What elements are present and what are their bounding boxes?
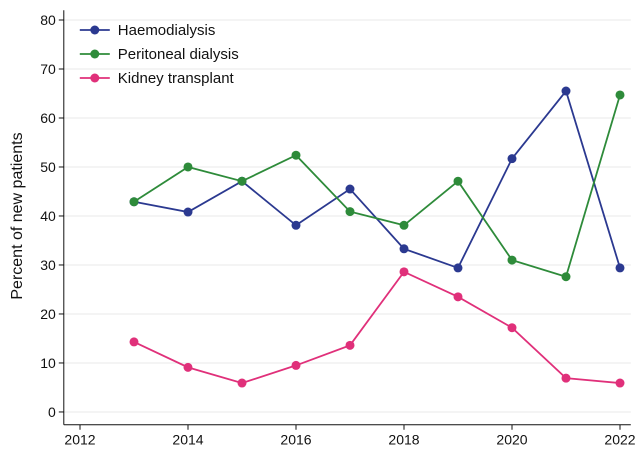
x-tick-label: 2012 <box>64 432 95 448</box>
point <box>345 184 355 194</box>
legend-marker <box>90 25 100 35</box>
point <box>345 207 355 217</box>
point <box>507 154 517 164</box>
point <box>561 86 571 96</box>
series-line <box>133 94 621 278</box>
y-tick-label: 10 <box>40 355 56 371</box>
x-tick-label: 2014 <box>172 432 203 448</box>
point <box>183 362 193 372</box>
point <box>453 292 463 302</box>
legend-marker <box>90 49 100 59</box>
y-axis-label: Percent of new patients <box>9 132 26 299</box>
point <box>399 267 409 277</box>
point <box>615 378 625 388</box>
x-tick-label: 2016 <box>280 432 311 448</box>
point <box>453 176 463 186</box>
y-tick-label: 40 <box>40 208 56 224</box>
point <box>453 263 463 273</box>
y-tick-label: 50 <box>40 159 56 175</box>
point <box>615 263 625 273</box>
y-tick-label: 0 <box>48 404 56 420</box>
point <box>237 378 247 388</box>
point <box>291 150 301 160</box>
x-tick-label: 2022 <box>604 432 635 448</box>
point <box>507 323 517 333</box>
point <box>237 176 247 186</box>
point <box>291 220 301 230</box>
y-tick-label: 70 <box>40 61 56 77</box>
point <box>129 197 139 207</box>
point <box>399 244 409 254</box>
series-line <box>133 270 621 384</box>
point <box>183 162 193 172</box>
y-tick-label: 20 <box>40 306 56 322</box>
legend-label: Peritoneal dialysis <box>118 46 239 63</box>
point <box>345 340 355 350</box>
point <box>183 207 193 217</box>
y-tick-label: 80 <box>40 12 56 28</box>
x-tick-label: 2018 <box>388 432 419 448</box>
legend-label: Haemodialysis <box>118 22 216 39</box>
y-tick-label: 30 <box>40 257 56 273</box>
point <box>561 373 571 383</box>
point <box>561 272 571 282</box>
point <box>291 360 301 370</box>
point <box>399 220 409 230</box>
point <box>507 255 517 265</box>
legend-marker <box>90 73 100 83</box>
y-tick-label: 60 <box>40 110 56 126</box>
point <box>129 337 139 347</box>
legend-label: Kidney transplant <box>118 70 235 87</box>
point <box>615 90 625 100</box>
x-tick-label: 2020 <box>496 432 527 448</box>
